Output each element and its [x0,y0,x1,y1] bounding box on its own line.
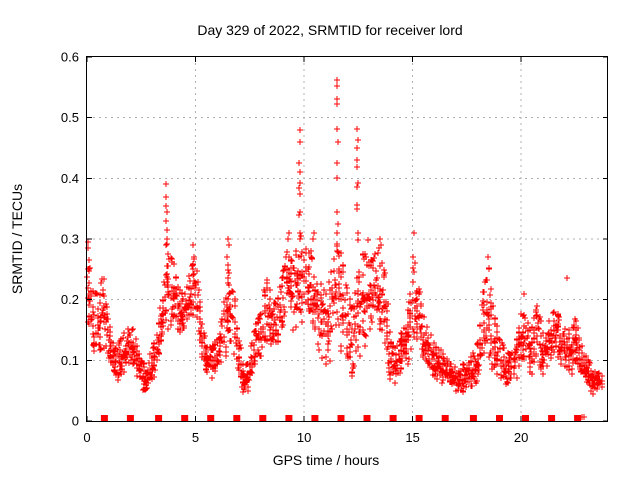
y-tick-label: 0.5 [61,110,79,125]
x-axis-label: GPS time / hours [273,452,380,468]
x-tick-label: 0 [83,430,90,445]
zero-marker [155,415,163,422]
gridlines [87,57,608,421]
zero-marker [233,415,241,422]
axis-ticks [86,56,608,422]
scatter-points [84,77,605,420]
zero-marker [363,415,371,422]
zero-marker [126,415,134,422]
zero-marker [469,415,477,422]
y-axis-label: SRMTID / TECUs [9,184,25,294]
zero-marker [259,415,267,422]
zero-marker [441,415,449,422]
zero-marker [311,415,319,422]
y-axis-tick-labels: 0 0.1 0.2 0.3 0.4 0.5 0.6 [61,50,79,429]
zero-marker [337,415,345,422]
y-tick-label: 0.2 [61,292,79,307]
zero-marker [207,415,215,422]
y-tick-label: 0.3 [61,232,79,247]
x-axis-tick-labels: 0 5 10 15 20 [83,430,528,445]
y-tick-label: 0 [72,414,79,429]
zero-marker [100,415,108,422]
y-tick-label: 0.6 [61,50,79,65]
x-tick-label: 5 [192,430,199,445]
x-tick-label: 15 [405,430,419,445]
zero-marker [522,415,529,422]
zero-marker [548,415,556,422]
zero-marker [389,415,397,422]
x-tick-label: 20 [514,430,528,445]
y-tick-label: 0.1 [61,353,79,368]
zero-marker [496,415,503,422]
x-tick-label: 10 [297,430,311,445]
zero-row-markers [100,415,582,422]
chart-title: Day 329 of 2022, SRMTID for receiver lor… [197,22,462,38]
zero-marker [574,415,582,422]
zero-marker [415,415,423,422]
y-tick-label: 0.4 [61,171,79,186]
zero-marker [181,415,189,422]
zero-marker [285,415,293,422]
